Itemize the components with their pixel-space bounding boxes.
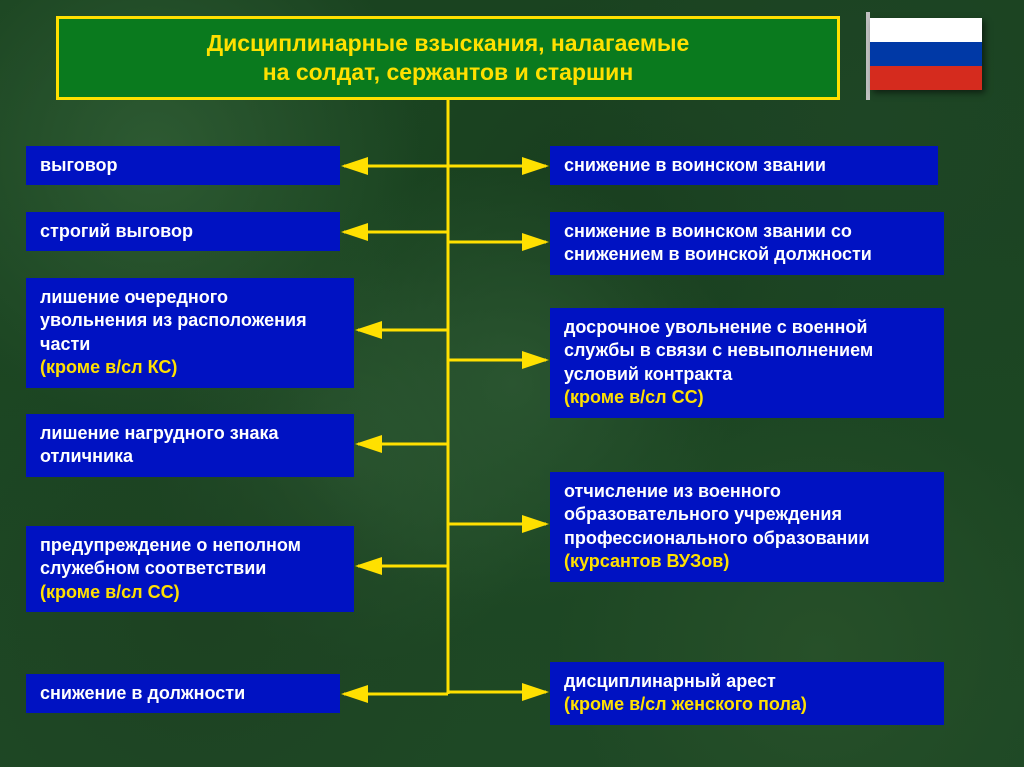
text: условий контракта <box>564 364 732 384</box>
right-node-2: снижение в воинском звании со снижением … <box>550 212 944 275</box>
text: дисциплинарный арест <box>564 671 776 691</box>
text: досрочное увольнение с военной <box>564 317 867 337</box>
right-node-4: отчисление из военного образовательного … <box>550 472 944 582</box>
note: (кроме в/сл СС) <box>564 387 704 407</box>
flag-stripe-blue <box>870 42 982 66</box>
left-node-6: снижение в должности <box>26 674 340 713</box>
text: предупреждение о неполном <box>40 535 301 555</box>
left-node-5: предупреждение о неполном служебном соот… <box>26 526 354 612</box>
right-node-1: снижение в воинском звании <box>550 146 938 185</box>
title-box: Дисциплинарные взыскания, налагаемые на … <box>56 16 840 100</box>
text: выговор <box>40 155 118 175</box>
text: лишение нагрудного знака <box>40 423 279 443</box>
text: образовательного учреждения <box>564 504 842 524</box>
text: снижение в воинском звании со <box>564 221 852 241</box>
note: (кроме в/сл СС) <box>40 582 180 602</box>
note: (кроме в/сл КС) <box>40 357 177 377</box>
russian-flag <box>870 18 982 90</box>
text: снижением в воинской должности <box>564 244 872 264</box>
flag-stripe-white <box>870 18 982 42</box>
text: отличника <box>40 446 133 466</box>
right-node-3: досрочное увольнение с военной службы в … <box>550 308 944 418</box>
note: (кроме в/сл женского пола) <box>564 694 807 714</box>
title-line-1: Дисциплинарные взыскания, налагаемые <box>207 29 690 58</box>
flag-stripe-red <box>870 66 982 90</box>
text: строгий выговор <box>40 221 193 241</box>
left-node-1: выговор <box>26 146 340 185</box>
left-node-2: строгий выговор <box>26 212 340 251</box>
text: снижение в воинском звании <box>564 155 826 175</box>
text: части <box>40 334 90 354</box>
text: службы в связи с невыполнением <box>564 340 873 360</box>
left-node-3: лишение очередного увольнения из располо… <box>26 278 354 388</box>
note: (курсантов ВУЗов) <box>564 551 729 571</box>
left-node-4: лишение нагрудного знака отличника <box>26 414 354 477</box>
text: снижение в должности <box>40 683 245 703</box>
title-line-2: на солдат, сержантов и старшин <box>263 58 633 87</box>
text: увольнения из расположения <box>40 310 307 330</box>
text: отчисление из военного <box>564 481 781 501</box>
text: профессионального образовании <box>564 528 869 548</box>
text: лишение очередного <box>40 287 228 307</box>
text: служебном соответствии <box>40 558 266 578</box>
right-node-5: дисциплинарный арест (кроме в/сл женског… <box>550 662 944 725</box>
